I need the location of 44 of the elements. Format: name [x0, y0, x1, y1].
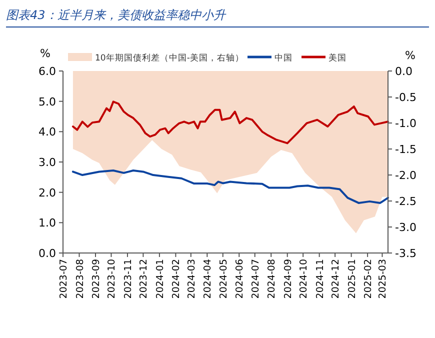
legend-label: 美国 [328, 52, 346, 64]
y2-tick-label: -1.0 [395, 117, 416, 130]
line-series [72, 169, 389, 204]
y2-tick-label: -2.0 [395, 169, 416, 182]
y2-tick-label: -1.5 [395, 143, 416, 156]
legend-label: 中国 [274, 52, 292, 64]
x-tick-label: 2024-10 [298, 259, 310, 299]
y2-axis-title: % [405, 49, 416, 62]
legend-label: 10年期国债利差（中国-美国，右轴） [95, 52, 244, 64]
x-tick-label: 2024-01 [154, 259, 166, 299]
x-tick-label: 2025-01 [346, 259, 358, 299]
y2-tick-label: 0.0 [395, 65, 412, 78]
x-tick-label: 2023-07 [58, 259, 70, 299]
y-tick-label: 3.0 [38, 156, 56, 169]
y-tick-label: 2.0 [38, 186, 56, 200]
x-tick-label: 2025-03 [378, 259, 389, 299]
x-tick-label: 2023-11 [122, 259, 134, 299]
x-tick-label: 2023-10 [106, 259, 118, 299]
y-tick-label: 0.0 [38, 247, 56, 260]
x-tick-label: 2023-12 [138, 259, 150, 299]
y-tick-label: 5.0 [38, 95, 56, 108]
chart-title: 图表43：近半月来，美债收益率稳中小升 [6, 8, 226, 22]
x-tick-label: 2024-11 [314, 259, 326, 299]
y2-tick-label: -2.5 [395, 195, 416, 208]
y2-tick-label: -3.5 [395, 247, 416, 260]
x-tick-label: 2024-07 [250, 259, 262, 299]
x-tick-label: 2023-09 [91, 259, 102, 299]
x-tick-label: 2024-04 [202, 259, 214, 299]
x-tick-label: 2024-03 [186, 259, 198, 299]
x-tick-label: 2024-12 [330, 259, 342, 299]
x-tick-label: 2024-06 [234, 259, 246, 299]
x-tick-label: 2024-09 [282, 259, 294, 299]
x-tick-label: 2024-08 [266, 259, 278, 299]
x-tick-label: 2023-08 [74, 259, 86, 299]
line-series [72, 100, 389, 144]
y-axis-title: % [40, 47, 50, 60]
y-tick-label: 4.0 [38, 126, 56, 139]
y-tick-label: 6.0 [38, 65, 56, 78]
x-tick-label: 2025-02 [363, 259, 374, 299]
y2-tick-label: -0.5 [395, 91, 416, 104]
x-tick-label: 2024-02 [171, 259, 182, 299]
y2-tick-label: -3.0 [395, 221, 416, 234]
x-tick-label: 2024-05 [218, 259, 230, 299]
y-tick-label: 1.0 [38, 216, 56, 230]
